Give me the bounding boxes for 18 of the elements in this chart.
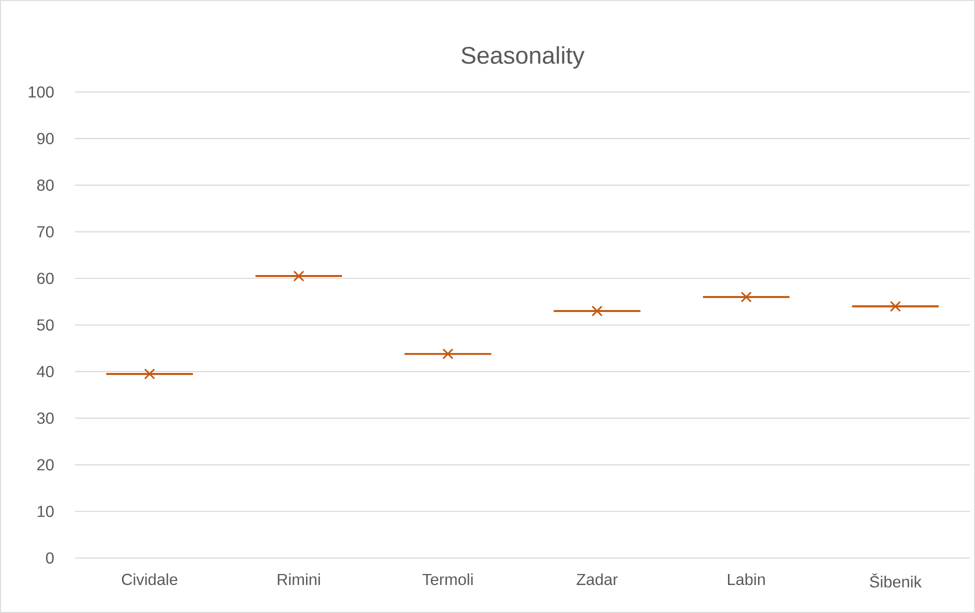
- y-tick-label: 100: [28, 86, 54, 98]
- x-tick-label: Labin: [728, 573, 765, 586]
- y-tick-label: 60: [37, 272, 54, 284]
- chart-title: Seasonality: [462, 46, 584, 69]
- x-tick-label: Termoli: [422, 573, 473, 586]
- y-tick-label: 70: [37, 226, 54, 238]
- x-tick-label: Šibenik: [870, 573, 922, 588]
- y-tick-label: 40: [36, 366, 54, 378]
- y-tick-label: 10: [38, 506, 54, 518]
- x-tick-label: Zadar: [576, 573, 618, 586]
- y-tick-label: 80: [37, 180, 54, 191]
- y-tick-label: 30: [37, 412, 54, 424]
- y-tick-label: 90: [37, 132, 54, 144]
- x-tick-label: Cividale: [122, 573, 178, 586]
- y-tick-label: 20: [37, 459, 54, 470]
- x-tick-label: Rimini: [278, 573, 320, 585]
- y-tick-label: 0: [46, 552, 54, 564]
- y-tick-label: 50: [37, 319, 54, 331]
